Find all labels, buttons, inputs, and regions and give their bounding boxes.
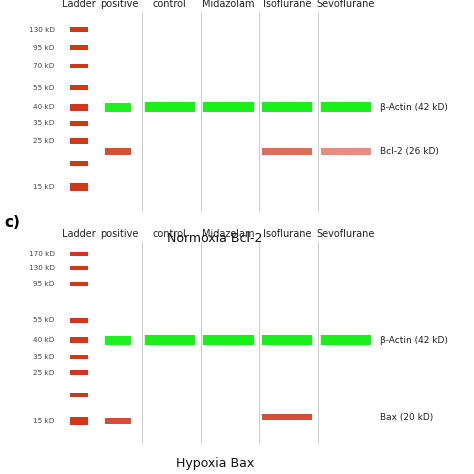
- Text: 25 kD: 25 kD: [33, 370, 55, 376]
- Bar: [145, 102, 195, 112]
- Bar: [70, 64, 88, 68]
- Text: 25 kD: 25 kD: [33, 138, 55, 144]
- Bar: [70, 121, 88, 126]
- Text: 95 kD: 95 kD: [33, 45, 55, 51]
- Bar: [203, 336, 254, 346]
- Text: Midazolam: Midazolam: [202, 229, 255, 239]
- Text: β-Actin (42 kD): β-Actin (42 kD): [380, 103, 447, 112]
- Bar: [70, 85, 88, 90]
- Text: Normoxia Bcl-2: Normoxia Bcl-2: [167, 232, 263, 245]
- Text: Hypoxia Bax: Hypoxia Bax: [176, 457, 254, 470]
- Bar: [70, 418, 88, 425]
- Text: Bcl-2 (26 kD): Bcl-2 (26 kD): [380, 147, 438, 155]
- Text: 70 kD: 70 kD: [33, 63, 55, 69]
- Bar: [262, 414, 312, 420]
- Bar: [70, 104, 88, 110]
- Text: 130 kD: 130 kD: [28, 27, 55, 33]
- Bar: [70, 138, 88, 144]
- Bar: [70, 392, 88, 397]
- Text: β-Actin (42 kD): β-Actin (42 kD): [380, 336, 447, 345]
- Text: 35 kD: 35 kD: [33, 354, 55, 360]
- Text: control: control: [153, 0, 187, 9]
- Bar: [70, 282, 88, 286]
- Bar: [70, 27, 88, 32]
- Text: Bax (20 kD): Bax (20 kD): [380, 412, 433, 421]
- Bar: [203, 102, 254, 112]
- Text: control: control: [153, 229, 187, 239]
- Bar: [105, 103, 131, 112]
- Bar: [262, 148, 312, 155]
- Bar: [262, 102, 312, 112]
- Bar: [70, 371, 88, 375]
- Bar: [70, 183, 88, 191]
- Text: Isoflurane: Isoflurane: [263, 0, 311, 9]
- Bar: [70, 45, 88, 50]
- Text: 15 kD: 15 kD: [33, 418, 55, 424]
- Text: Midazolam: Midazolam: [202, 0, 255, 9]
- Text: Sevoflurane: Sevoflurane: [317, 0, 375, 9]
- Bar: [70, 252, 88, 256]
- Bar: [70, 355, 88, 359]
- Bar: [105, 148, 131, 155]
- Bar: [321, 148, 371, 155]
- Text: 15 kD: 15 kD: [33, 184, 55, 190]
- Text: 55 kD: 55 kD: [33, 84, 55, 91]
- Bar: [321, 102, 371, 112]
- Text: 40 kD: 40 kD: [33, 337, 55, 344]
- Text: 40 kD: 40 kD: [33, 104, 55, 110]
- Bar: [105, 336, 131, 345]
- Bar: [262, 336, 312, 346]
- Text: positive: positive: [100, 229, 139, 239]
- Text: 130 kD: 130 kD: [28, 265, 55, 271]
- Text: Isoflurane: Isoflurane: [263, 229, 311, 239]
- Text: 35 kD: 35 kD: [33, 120, 55, 127]
- Bar: [70, 266, 88, 270]
- Text: Ladder: Ladder: [62, 229, 96, 239]
- Bar: [145, 336, 195, 346]
- Text: 55 kD: 55 kD: [33, 317, 55, 323]
- Text: Sevoflurane: Sevoflurane: [317, 229, 375, 239]
- Bar: [105, 418, 131, 424]
- Text: c): c): [5, 215, 20, 230]
- Bar: [70, 161, 88, 166]
- Bar: [70, 337, 88, 344]
- Text: Ladder: Ladder: [62, 0, 96, 9]
- Bar: [70, 318, 88, 323]
- Text: positive: positive: [100, 0, 139, 9]
- Text: 170 kD: 170 kD: [28, 251, 55, 257]
- Text: 95 kD: 95 kD: [33, 281, 55, 287]
- Bar: [321, 336, 371, 346]
